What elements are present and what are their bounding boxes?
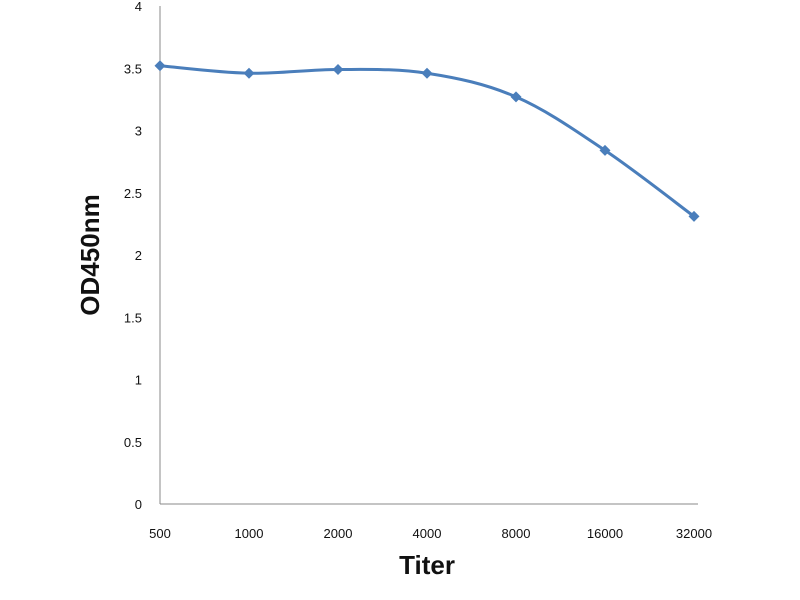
- x-tick-label: 32000: [676, 526, 712, 541]
- y-tick-label: 2.5: [124, 186, 142, 201]
- data-point-marker: [510, 91, 522, 103]
- data-point-marker: [243, 67, 255, 79]
- series-line: [159, 64, 695, 218]
- y-tick-label: 3: [135, 124, 142, 139]
- axes: [159, 6, 698, 505]
- x-tick-labels: 500 1000 2000 4000 8000 16000 32000: [149, 526, 712, 541]
- y-tick-label: 1.5: [124, 310, 142, 325]
- y-tick-label: 2: [135, 248, 142, 263]
- y-tick-label: 0: [135, 497, 142, 512]
- x-tick-label: 500: [149, 526, 171, 541]
- y-tick-label: 4: [135, 0, 142, 14]
- data-point-marker: [599, 144, 611, 156]
- y-tick-label: 0.5: [124, 435, 142, 450]
- x-tick-label: 2000: [324, 526, 353, 541]
- series: [154, 60, 700, 222]
- x-axis-title: Titer: [399, 550, 455, 580]
- y-axis-title: OD450nm: [75, 194, 105, 315]
- x-tick-label: 16000: [587, 526, 623, 541]
- y-tick-label: 3.5: [124, 61, 142, 76]
- y-tick-label: 1: [135, 373, 142, 388]
- x-tick-label: 1000: [235, 526, 264, 541]
- data-point-marker: [154, 60, 166, 72]
- data-point-marker: [421, 67, 433, 79]
- y-tick-labels: 0 0.5 1 1.5 2 2.5 3 3.5 4: [124, 0, 142, 512]
- x-tick-label: 8000: [502, 526, 531, 541]
- data-point-marker: [332, 63, 344, 75]
- data-point-marker: [688, 210, 700, 222]
- x-tick-label: 4000: [413, 526, 442, 541]
